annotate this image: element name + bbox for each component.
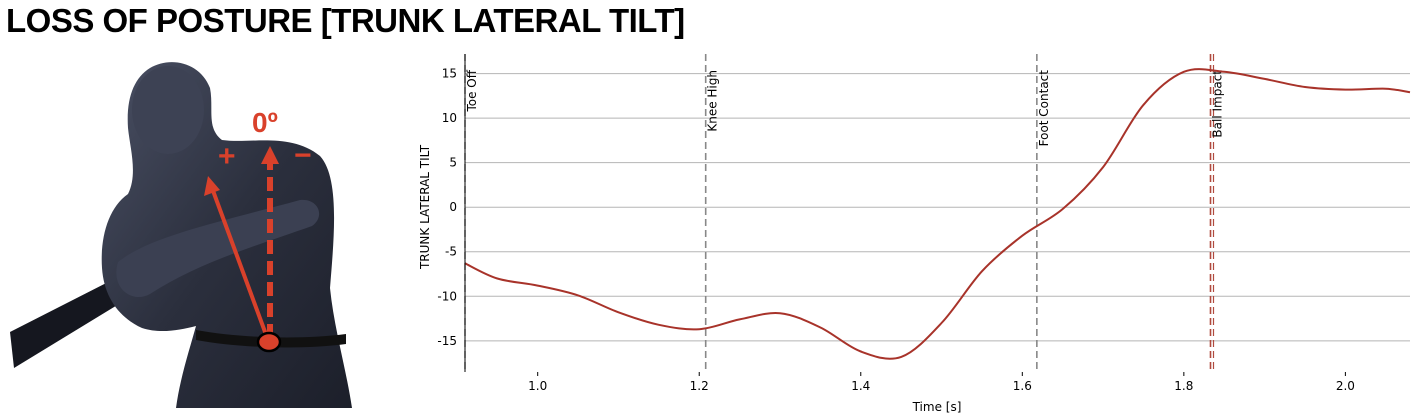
series-layer	[464, 68, 1411, 360]
y-tick-label: 0	[449, 200, 457, 214]
y-tick-label: -10	[437, 289, 457, 303]
y-tick-label: -5	[445, 245, 457, 259]
y-tick-label: 10	[442, 111, 457, 125]
axis-layer: 15 10 5 0 -5 -10 -15 1.0 1.2 1.4 1.6 1.8 2.0	[437, 54, 1355, 393]
x-tick-label: 1.4	[851, 379, 870, 393]
y-tick-label: 15	[442, 67, 457, 81]
pivot-dot	[256, 331, 282, 353]
angle-label: 0º	[252, 107, 278, 138]
event-label-ball-impact: Ball Impact	[1211, 70, 1225, 138]
event-label-knee-high: Knee High	[706, 70, 720, 132]
y-tick-label: 5	[449, 156, 457, 170]
y-axis-title: TRUNK LATERAL TILT	[418, 144, 432, 270]
x-axis-title: Time [s]	[912, 400, 962, 414]
tilt-arrowhead	[204, 176, 220, 196]
x-tick-label: 2.0	[1336, 379, 1355, 393]
event-label-foot-contact: Foot Contact	[1037, 70, 1051, 147]
event-layer: Toe Off Knee High Foot Contact Ball Impact	[464, 54, 1225, 372]
x-tick-label: 1.6	[1013, 379, 1032, 393]
y-tick-label: -15	[437, 334, 457, 348]
trunk-tilt-chart: Toe Off Knee High Foot Contact Ball Impact …	[418, 54, 1411, 414]
grid-layer	[465, 73, 1410, 342]
minus-sign: −	[294, 139, 312, 172]
x-tick-label: 1.2	[690, 379, 709, 393]
x-tick-label: 1.8	[1174, 379, 1193, 393]
bat-shape	[10, 276, 132, 368]
series-line	[464, 68, 1411, 360]
plus-sign: +	[218, 140, 236, 173]
page-title: LOSS OF POSTURE [TRUNK LATERAL TILT]	[6, 2, 685, 39]
event-label-toe-off: Toe Off	[465, 69, 479, 112]
tilt-arrow	[210, 187, 270, 341]
reference-arrowhead	[261, 146, 279, 164]
x-tick-label: 1.0	[528, 379, 547, 393]
head-shape	[132, 66, 204, 154]
batter-illustration: 0º + −	[10, 62, 353, 409]
